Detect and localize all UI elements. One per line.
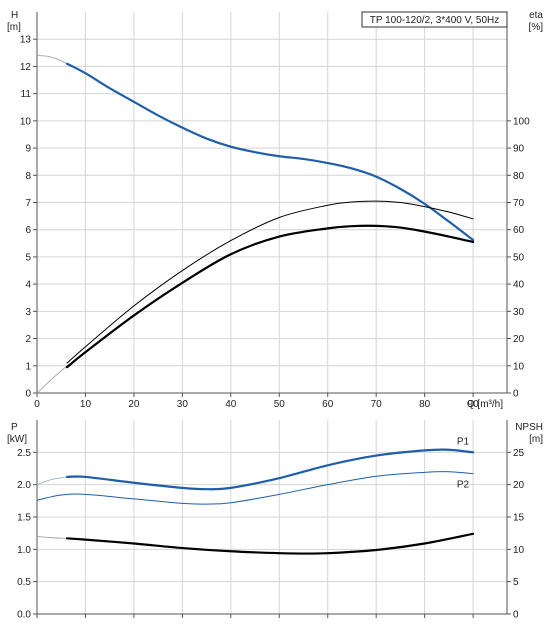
- y2-tick-label: 40: [513, 280, 525, 291]
- y2-tick-label: 70: [513, 198, 525, 209]
- y-tick-label: 8: [25, 171, 31, 182]
- x-tick-label: 70: [371, 399, 383, 410]
- y2-tick-label: 10: [513, 361, 525, 372]
- y-tick-label: 2: [25, 334, 31, 345]
- y-tick-label: 1.0: [17, 545, 31, 556]
- y-tick-label: 7: [25, 198, 31, 209]
- x-tick-label: 0: [34, 399, 40, 410]
- series-npsh-extrapolated: [36, 536, 68, 539]
- y2-tick-label: 0: [513, 610, 519, 621]
- y2-tick-label: 25: [513, 448, 525, 459]
- y2-tick-label: 20: [513, 334, 525, 345]
- y-tick-label: 11: [21, 89, 32, 100]
- left-axis-unit: [m]: [7, 22, 21, 33]
- y-tick-label: 10: [20, 116, 32, 127]
- x-tick-label: 60: [322, 399, 334, 410]
- x-axis-title: Q [m³/h]: [467, 399, 503, 410]
- legend-box: TP 100-120/2, 3*400 V, 50Hz: [361, 11, 508, 28]
- series-eta-total: [66, 200, 474, 364]
- x-tick-label: 30: [177, 399, 189, 410]
- plot-top: 0 10 20 30 40 50 60 70 80 90012345678910111213010…: [7, 10, 543, 410]
- y2-tick-label: 10: [513, 545, 525, 556]
- y-tick-label: 3: [25, 307, 31, 318]
- y-tick-label: 2.5: [17, 448, 31, 459]
- y-tick-label: 2.0: [17, 480, 31, 491]
- series-eta-extrapolated: [36, 365, 68, 394]
- series-npsh: [65, 532, 475, 555]
- right-axis-title: eta: [529, 10, 543, 21]
- left-axis-unit: [kW]: [7, 434, 27, 445]
- series-p1: [65, 448, 475, 491]
- plot-bottom: 0.0 0.5 1.0 1.5 2.0 2.5 0 5 10 15 20 25 P[kW] NPSH[m]…: [7, 420, 543, 621]
- y-tick-label: 13: [20, 35, 32, 46]
- right-axis-title: NPSH: [515, 422, 543, 433]
- series-p1-extrapolated: [36, 476, 68, 486]
- y-tick-label: 0.0: [17, 610, 31, 621]
- y-tick-label: 1.5: [17, 513, 31, 524]
- y-tick-label: 1: [25, 361, 31, 372]
- y-tick-label: 0: [25, 389, 31, 400]
- y2-tick-label: 80: [513, 171, 525, 182]
- y2-tick-label: 50: [513, 252, 525, 263]
- y-tick-label: 0.5: [17, 577, 31, 588]
- legend-box-label: TP 100-120/2, 3*400 V, 50Hz: [370, 15, 500, 26]
- series-head-extrapolated: [36, 55, 68, 65]
- series-head: [65, 62, 475, 242]
- series-label-p2: P2: [457, 480, 470, 491]
- series-eta-pump: [65, 224, 475, 369]
- x-tick-label: 10: [80, 399, 92, 410]
- y2-tick-label: 0: [513, 389, 519, 400]
- y2-tick-label: 60: [513, 225, 525, 236]
- y-tick-label: 12: [20, 62, 32, 73]
- y-tick-label: 5: [25, 252, 31, 263]
- x-tick-label: 40: [225, 399, 237, 410]
- x-tick-label: 90: [468, 399, 480, 410]
- left-axis-title: H: [11, 10, 18, 21]
- left-axis-title: P: [11, 422, 18, 433]
- y2-tick-label: 15: [513, 513, 525, 524]
- y-tick-label: 4: [25, 280, 31, 291]
- y2-tick-label: 20: [513, 480, 525, 491]
- y2-tick-label: 100: [513, 116, 530, 127]
- right-axis-unit: [m]: [529, 434, 543, 445]
- legend-box-frame: [361, 11, 508, 28]
- x-tick-label: 20: [128, 399, 140, 410]
- x-tick-label: 80: [419, 399, 431, 410]
- y-tick-label: 9: [25, 144, 31, 155]
- y2-tick-label: 5: [513, 577, 519, 588]
- series-label-p1: P1: [457, 436, 470, 447]
- x-tick-label: 50: [274, 399, 286, 410]
- y2-tick-label: 90: [513, 144, 525, 155]
- y2-tick-label: 30: [513, 307, 525, 318]
- y-tick-label: 6: [25, 225, 31, 236]
- series-p2: [36, 471, 474, 505]
- right-axis-unit: [%]: [529, 22, 544, 33]
